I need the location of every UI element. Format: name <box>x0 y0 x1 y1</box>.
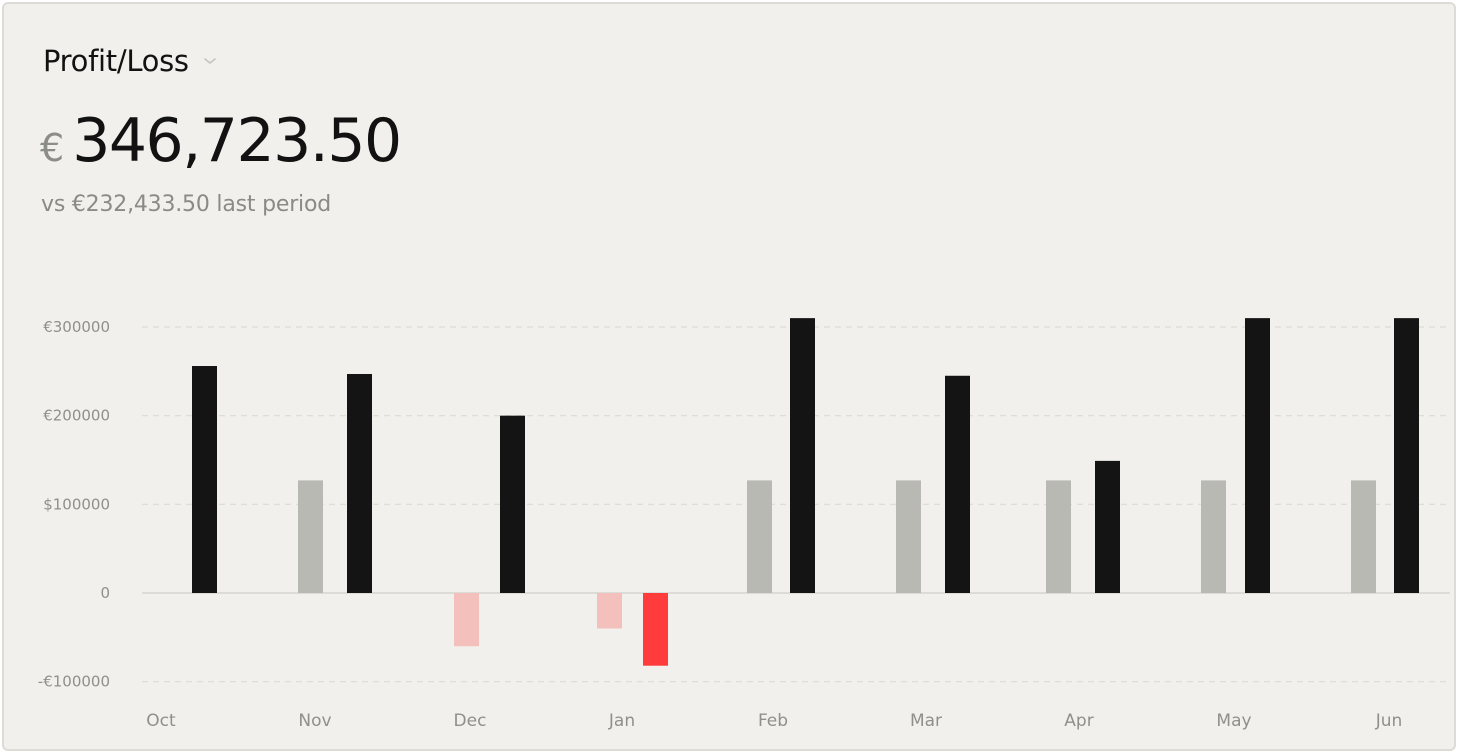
x-category-label: Feb <box>758 711 788 731</box>
x-category-label: May <box>1216 711 1251 731</box>
bar-current-period <box>945 375 970 593</box>
bar-current-period <box>1394 318 1419 593</box>
bar-current-period <box>192 366 217 593</box>
chevron-down-icon[interactable] <box>203 54 217 68</box>
y-tick-label: $100000 <box>43 495 110 513</box>
title-row: Profit/Loss <box>43 44 217 78</box>
bar-current-period <box>500 415 525 593</box>
bar-previous-period <box>454 593 479 647</box>
amount-value: 346,723.50 <box>72 106 402 176</box>
y-tick-label: €200000 <box>43 407 110 425</box>
bar-previous-period <box>896 480 921 593</box>
bar-current-period <box>347 373 372 593</box>
bar-previous-period <box>1201 480 1226 593</box>
x-category-label: Jun <box>1375 711 1403 731</box>
x-category-label: Apr <box>1064 711 1093 731</box>
comparison-text: vs €232,433.50 last period <box>41 192 331 217</box>
bar-previous-period <box>1046 480 1071 593</box>
currency-symbol: € <box>40 126 65 170</box>
bar-previous-period <box>1351 480 1376 593</box>
x-category-label: Dec <box>454 711 487 731</box>
y-tick-label: €300000 <box>43 318 110 336</box>
bar-previous-period <box>747 480 772 593</box>
total-amount: € 346,723.50 <box>40 106 402 176</box>
profit-loss-bar-chart: €300000 €200000 $100000 0 -€100000 Oct Nov Dec J… <box>38 318 1450 731</box>
bar-previous-period <box>298 480 323 593</box>
bar-current-period <box>643 593 668 666</box>
x-category-label: Nov <box>298 711 331 731</box>
bar-current-period <box>1245 318 1270 593</box>
x-category-label: Jan <box>608 711 635 731</box>
bar-previous-period <box>597 593 622 629</box>
card-title: Profit/Loss <box>43 44 189 78</box>
x-category-label: Oct <box>146 711 176 731</box>
y-tick-label: 0 <box>100 584 110 602</box>
y-tick-label: -€100000 <box>38 673 110 691</box>
bar-current-period <box>1095 460 1120 593</box>
bar-current-period <box>790 318 815 593</box>
x-category-label: Mar <box>910 711 942 731</box>
